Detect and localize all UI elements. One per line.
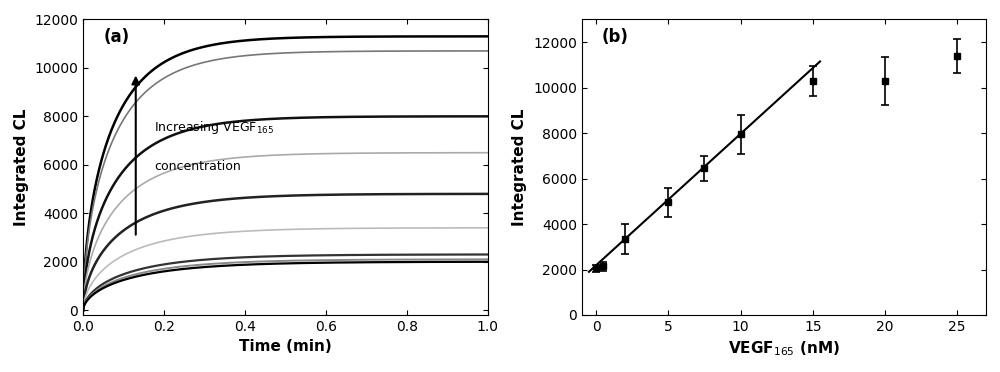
X-axis label: Time (min): Time (min) bbox=[239, 339, 332, 355]
X-axis label: VEGF$_{165}$ (nM): VEGF$_{165}$ (nM) bbox=[728, 339, 840, 358]
Text: concentration: concentration bbox=[154, 160, 241, 173]
Text: (a): (a) bbox=[103, 28, 130, 46]
Y-axis label: Integrated CL: Integrated CL bbox=[512, 109, 527, 226]
Text: (b): (b) bbox=[602, 28, 629, 46]
Text: Increasing VEGF$_{165}$: Increasing VEGF$_{165}$ bbox=[154, 119, 274, 136]
Y-axis label: Integrated CL: Integrated CL bbox=[14, 109, 29, 226]
